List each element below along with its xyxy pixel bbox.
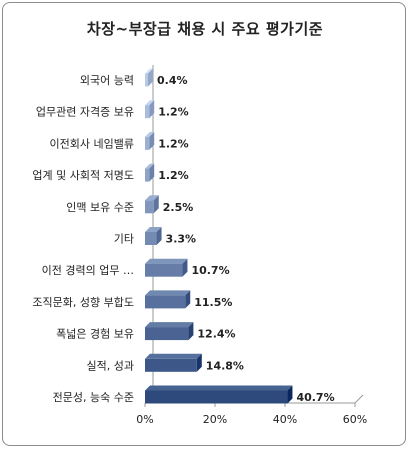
bar-front — [145, 327, 189, 341]
bar — [145, 353, 202, 372]
bar-top — [145, 68, 153, 74]
chart-frame — [2, 2, 406, 446]
chart-title: 차장~부장급 채용 시 주요 평가기준 — [86, 20, 324, 38]
bar-front — [145, 168, 150, 182]
bar-side — [149, 131, 155, 150]
bar-side — [182, 258, 188, 277]
bar-top — [145, 385, 293, 391]
data-label: 40.7% — [296, 391, 334, 404]
data-label: 3.3% — [166, 233, 197, 246]
category-label: 폭넓은 경험 보유 — [56, 328, 134, 341]
bar-front — [145, 200, 154, 214]
bar — [145, 322, 194, 341]
bar-top — [145, 227, 162, 232]
bar-top — [145, 290, 191, 296]
data-label: 2.5% — [163, 201, 194, 214]
bar-front — [145, 263, 183, 277]
bar-top — [145, 100, 155, 106]
data-label: 1.2% — [158, 169, 189, 182]
bar — [145, 131, 155, 150]
bar-top — [145, 131, 155, 137]
bar — [145, 258, 188, 277]
bar-side — [148, 68, 153, 87]
data-label: 10.7% — [191, 264, 229, 277]
bar-front — [145, 295, 186, 309]
bar-side — [156, 227, 162, 245]
bar-front — [145, 136, 150, 150]
bar-front — [145, 390, 288, 404]
category-label: 실적, 성과 — [87, 359, 134, 372]
category-label: 업계 및 사회적 저명도 — [32, 169, 134, 182]
bar — [145, 195, 159, 214]
category-label: 업무관련 자격증 보유 — [36, 106, 134, 119]
bar — [145, 68, 153, 87]
bar-front — [145, 73, 148, 87]
bar — [145, 227, 162, 245]
x-axis-depth-line — [354, 394, 364, 404]
bar-front — [145, 105, 150, 119]
data-label: 11.5% — [194, 296, 232, 309]
data-label: 1.2% — [158, 106, 189, 119]
data-label: 1.2% — [158, 137, 189, 150]
bar-side — [153, 195, 159, 214]
bar-side — [287, 385, 293, 404]
category-label: 조직문화, 성향 부합도 — [32, 296, 134, 309]
bar-front — [145, 358, 197, 372]
bar-side — [185, 290, 191, 309]
category-label: 전문성, 능숙 수준 — [53, 391, 134, 404]
data-label: 14.8% — [206, 359, 244, 372]
data-label: 12.4% — [197, 328, 235, 341]
bar — [145, 290, 191, 309]
bar-top — [145, 163, 155, 169]
category-label: 인맥 보유 수준 — [66, 201, 134, 214]
x-tick-label: 40% — [273, 413, 297, 426]
category-label: 이전 경력의 업무 … — [42, 264, 134, 277]
bar — [145, 100, 155, 119]
x-tick-label: 20% — [203, 413, 227, 426]
category-label: 외국어 능력 — [80, 74, 134, 87]
bar-top — [145, 195, 159, 201]
x-tick-label: 0% — [136, 413, 153, 426]
bar-side — [149, 163, 155, 182]
bar-front — [145, 232, 157, 245]
bar-top — [145, 258, 188, 264]
bar-side — [149, 100, 155, 119]
bar-side — [196, 353, 202, 372]
bar — [145, 163, 155, 182]
data-label: 0.4% — [157, 74, 188, 87]
bar-side — [188, 322, 194, 341]
x-tick-label: 60% — [343, 413, 367, 426]
category-label: 이전회사 네임밸류 — [50, 137, 134, 150]
bar-top — [145, 322, 194, 328]
category-label: 기타 — [114, 233, 134, 246]
bar-top — [145, 353, 202, 359]
bar — [145, 385, 293, 404]
